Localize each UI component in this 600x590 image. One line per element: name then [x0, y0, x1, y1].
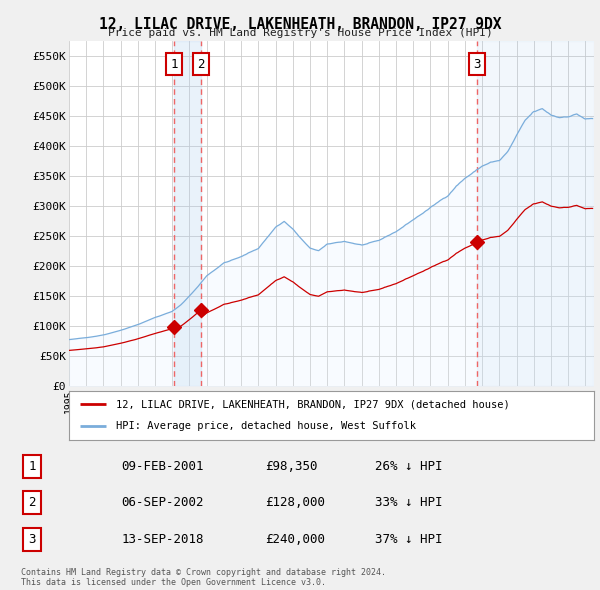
Text: 12, LILAC DRIVE, LAKENHEATH, BRANDON, IP27 9DX: 12, LILAC DRIVE, LAKENHEATH, BRANDON, IP… — [99, 17, 501, 31]
Text: 26% ↓ HPI: 26% ↓ HPI — [375, 460, 442, 473]
Text: 09-FEB-2001: 09-FEB-2001 — [121, 460, 204, 473]
Text: Contains HM Land Registry data © Crown copyright and database right 2024.
This d: Contains HM Land Registry data © Crown c… — [21, 568, 386, 587]
Text: 13-SEP-2018: 13-SEP-2018 — [121, 533, 204, 546]
Text: £98,350: £98,350 — [265, 460, 318, 473]
Text: Price paid vs. HM Land Registry's House Price Index (HPI): Price paid vs. HM Land Registry's House … — [107, 28, 493, 38]
Text: 2: 2 — [28, 496, 36, 510]
Bar — [175, 41, 201, 386]
Text: 1: 1 — [170, 57, 178, 71]
Text: 06-SEP-2002: 06-SEP-2002 — [121, 496, 204, 510]
Text: 12, LILAC DRIVE, LAKENHEATH, BRANDON, IP27 9DX (detached house): 12, LILAC DRIVE, LAKENHEATH, BRANDON, IP… — [116, 399, 510, 409]
Text: 2: 2 — [197, 57, 205, 71]
Text: 3: 3 — [28, 533, 36, 546]
Text: 3: 3 — [473, 57, 481, 71]
Bar — [477, 41, 594, 386]
Text: 37% ↓ HPI: 37% ↓ HPI — [375, 533, 442, 546]
Text: 1: 1 — [28, 460, 36, 473]
Text: £128,000: £128,000 — [265, 496, 325, 510]
Text: 33% ↓ HPI: 33% ↓ HPI — [375, 496, 442, 510]
Text: HPI: Average price, detached house, West Suffolk: HPI: Average price, detached house, West… — [116, 421, 416, 431]
Text: £240,000: £240,000 — [265, 533, 325, 546]
